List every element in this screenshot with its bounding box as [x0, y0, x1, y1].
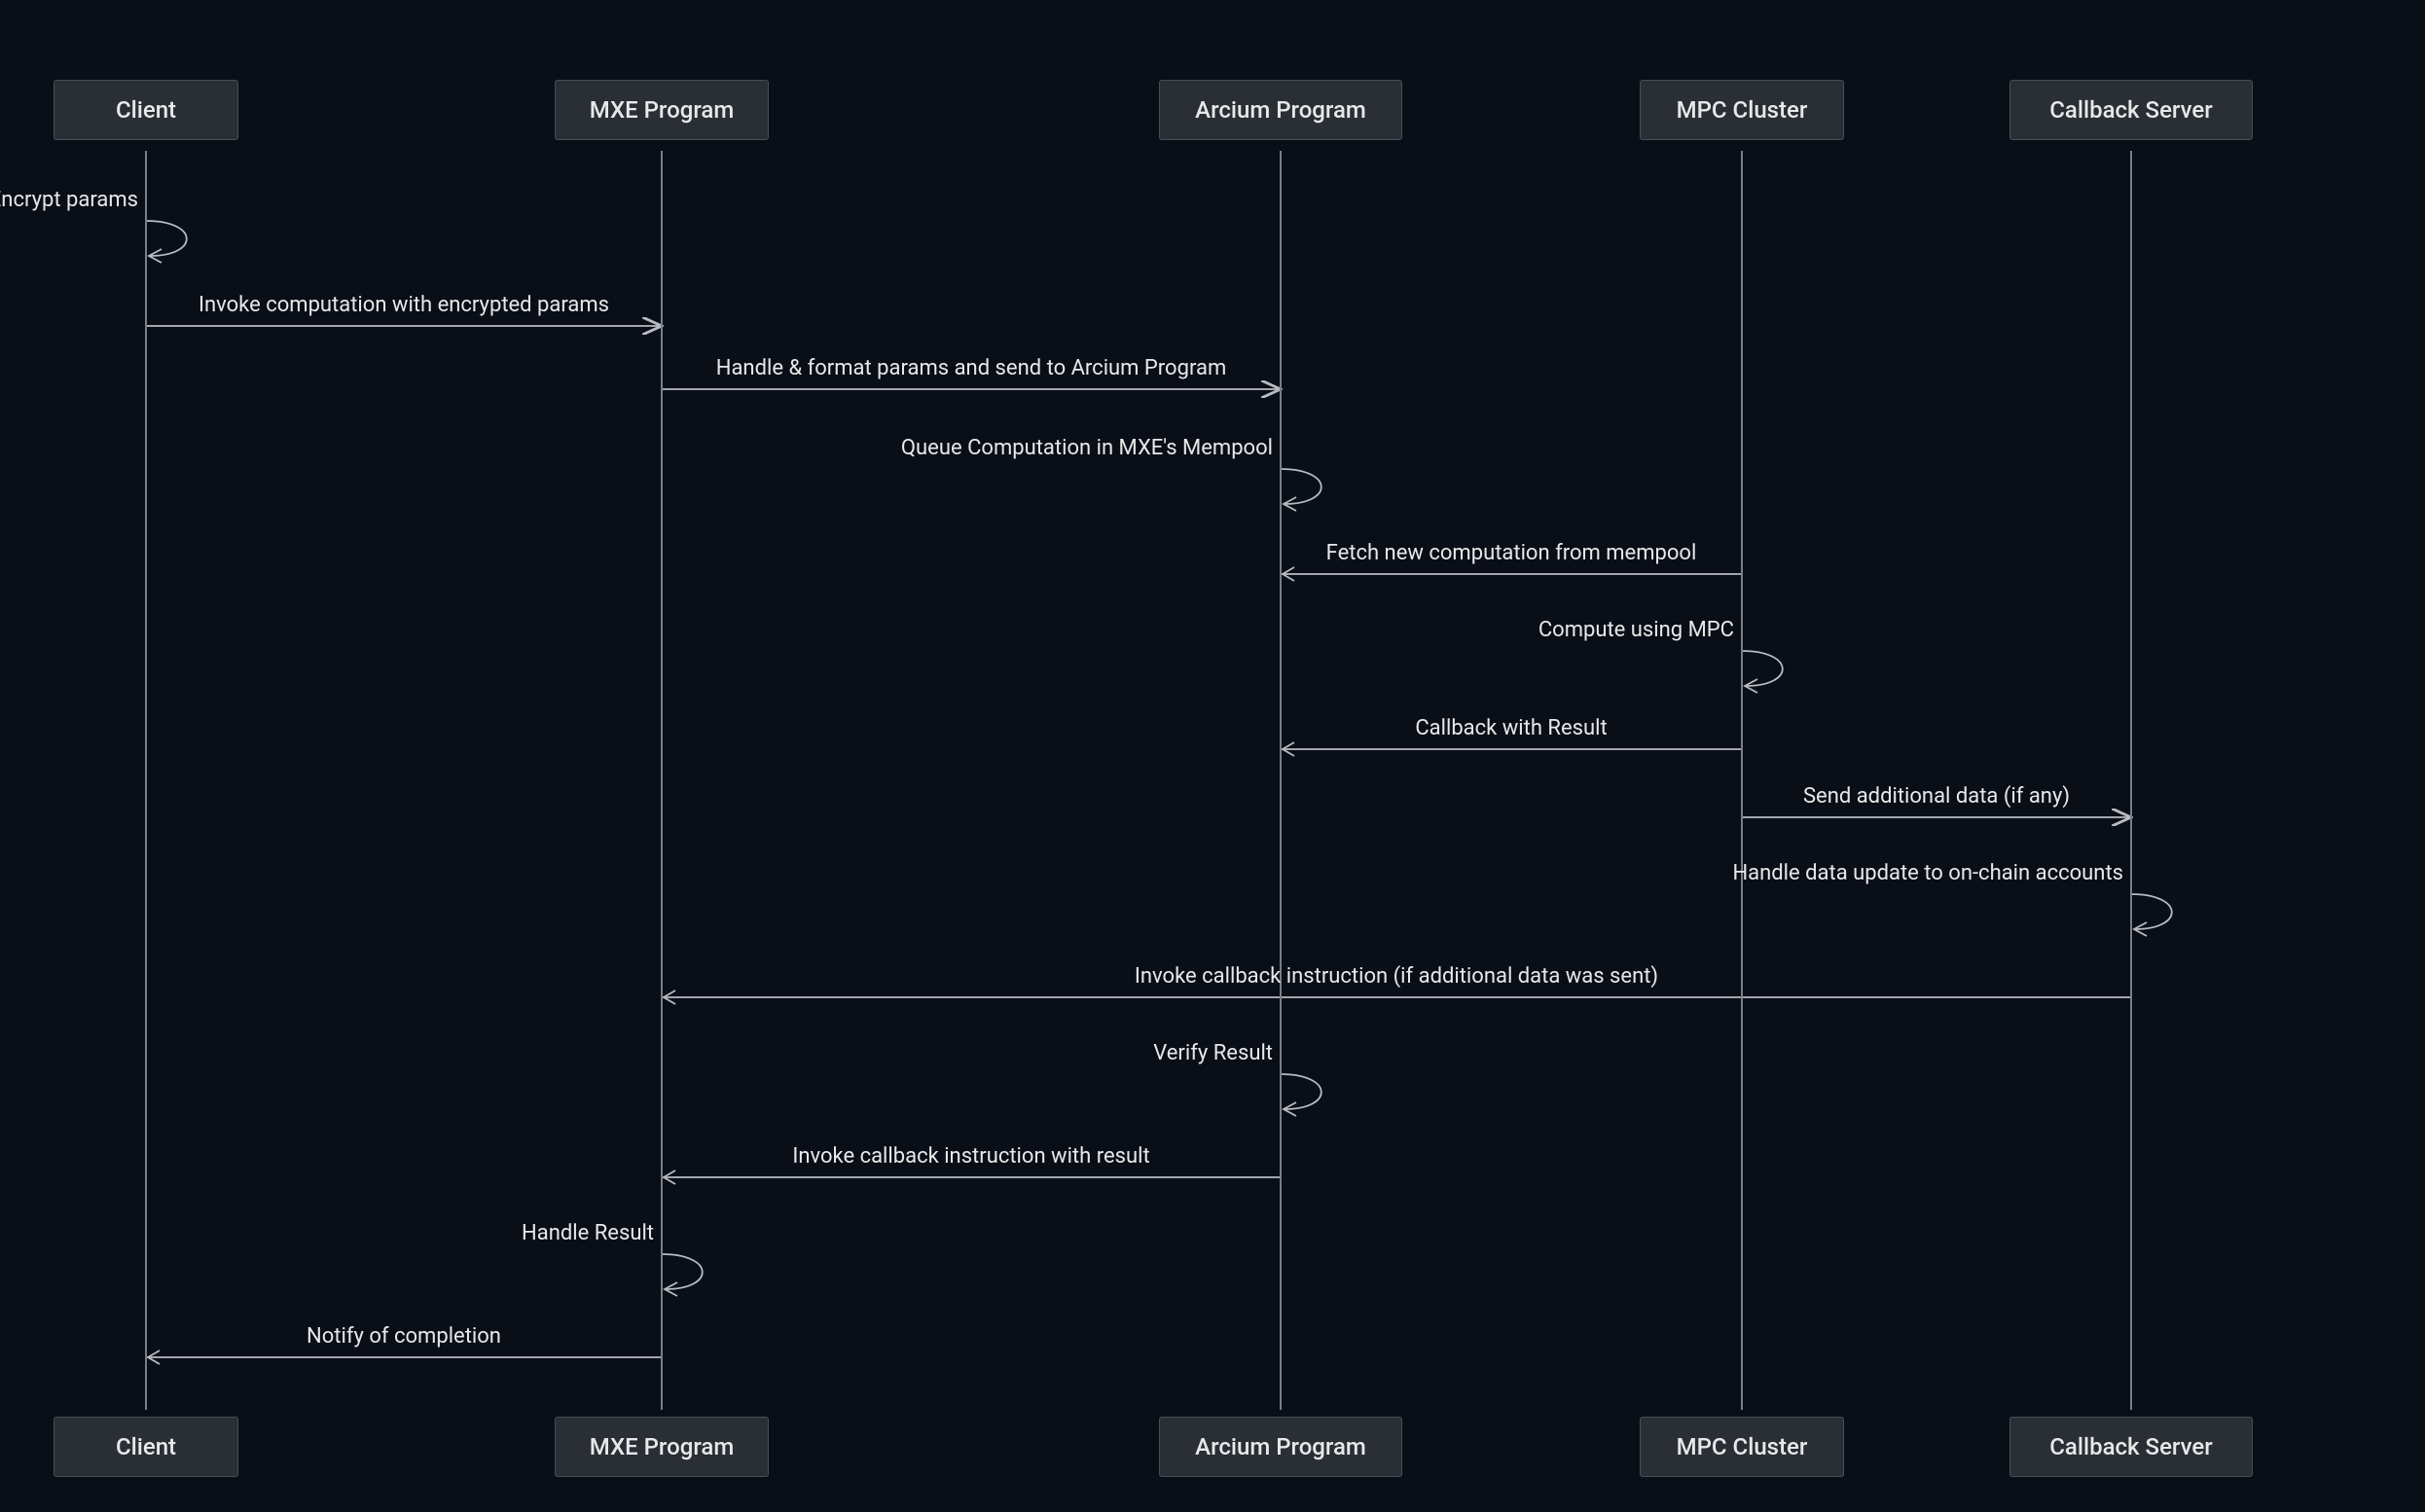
- lifeline-mxe: [661, 151, 663, 1410]
- participant-mxe-bottom: MXE Program: [555, 1417, 769, 1477]
- lifeline-client: [145, 151, 147, 1410]
- participant-label: MPC Cluster: [1677, 1433, 1808, 1460]
- participant-label: Arcium Program: [1195, 1433, 1366, 1460]
- participant-mpc-bottom: MPC Cluster: [1640, 1417, 1844, 1477]
- message-label-10: Verify Result: [1153, 1041, 1273, 1065]
- message-label-5: Compute using MPC: [1538, 618, 1734, 642]
- participant-callback-bottom: Callback Server: [2009, 1417, 2253, 1477]
- participant-mpc-top: MPC Cluster: [1640, 80, 1844, 140]
- participant-label: Client: [116, 1433, 176, 1460]
- participant-callback-top: Callback Server: [2009, 80, 2253, 140]
- message-label-4: Fetch new computation from mempool: [1281, 541, 1742, 565]
- participant-label: Arcium Program: [1195, 96, 1366, 124]
- message-label-7: Send additional data (if any): [1742, 784, 2131, 809]
- participant-arcium-top: Arcium Program: [1159, 80, 1402, 140]
- participant-client-top: Client: [54, 80, 238, 140]
- message-label-3: Queue Computation in MXE's Mempool: [901, 436, 1273, 460]
- message-label-11: Invoke callback instruction with result: [662, 1144, 1281, 1169]
- participant-mxe-top: MXE Program: [555, 80, 769, 140]
- lifeline-callback: [2130, 151, 2132, 1410]
- message-label-6: Callback with Result: [1281, 716, 1742, 740]
- message-label-1: Invoke computation with encrypted params: [146, 293, 662, 317]
- message-label-12: Handle Result: [522, 1221, 654, 1245]
- participant-label: Client: [116, 96, 176, 124]
- participant-label: MXE Program: [590, 96, 735, 124]
- participant-label: Callback Server: [2049, 1433, 2212, 1460]
- message-label-0: Encrypt params: [0, 188, 138, 212]
- sequence-arrows: [0, 0, 2425, 1512]
- participant-label: MXE Program: [590, 1433, 735, 1460]
- lifeline-mpc: [1741, 151, 1743, 1410]
- participant-label: MPC Cluster: [1677, 96, 1808, 124]
- message-label-9: Invoke callback instruction (if addition…: [662, 964, 2131, 989]
- participant-client-bottom: Client: [54, 1417, 238, 1477]
- message-label-13: Notify of completion: [146, 1324, 662, 1349]
- participant-arcium-bottom: Arcium Program: [1159, 1417, 1402, 1477]
- participant-label: Callback Server: [2049, 96, 2212, 124]
- message-label-2: Handle & format params and send to Arciu…: [662, 356, 1281, 380]
- lifeline-arcium: [1280, 151, 1282, 1410]
- message-label-8: Handle data update to on-chain accounts: [1732, 861, 2123, 885]
